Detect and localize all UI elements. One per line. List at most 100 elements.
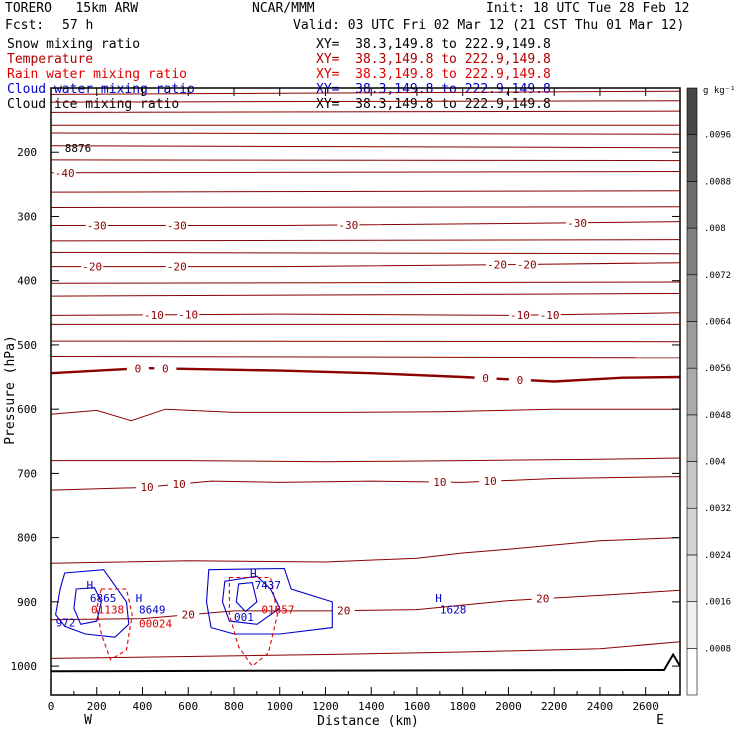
contour-label: 20 <box>182 609 195 622</box>
contour-label-bg <box>177 608 200 620</box>
contour-label-bg <box>428 476 451 488</box>
colorbar-unit: g kg⁻¹ <box>703 86 736 96</box>
extremum-label: 01138 <box>91 603 124 616</box>
extremum-label: 01657 <box>261 603 294 616</box>
center-name: NCAR/MMM <box>252 1 315 16</box>
contour-label-bg <box>337 218 360 230</box>
contour-label-bg <box>126 362 149 374</box>
temperature-contour <box>50 312 681 316</box>
x-tick-label: 2200 <box>541 700 568 713</box>
contour-label-bg <box>53 166 76 178</box>
x-axis: 0 200 400 600 800 1000 1200 1400 1600 1800 2000 220… <box>48 88 670 713</box>
contour-label: 0 <box>482 372 489 385</box>
temperature-contour <box>50 589 681 621</box>
colorbar-bin <box>686 507 698 556</box>
contour-label-bg <box>136 481 159 493</box>
extremum-label: 6865 <box>90 592 117 605</box>
colorbar-bin <box>686 87 698 135</box>
contour-label-bg <box>508 373 531 385</box>
temperature-contour <box>50 206 681 208</box>
contour-label: 10 <box>433 476 446 489</box>
hydrometeor-contour <box>221 575 281 625</box>
contour-label-bg <box>474 372 497 384</box>
x-tick-label: 1000 <box>266 700 293 713</box>
y-tick-label: 900 <box>17 596 37 609</box>
contour-label-bg <box>165 219 188 231</box>
contour-label: -40 <box>55 167 75 180</box>
x-tick-label: 800 <box>224 700 244 713</box>
contour-label: -20 <box>517 258 537 271</box>
colorbar-bin <box>686 367 698 416</box>
temperature-contour <box>50 356 681 359</box>
temperature-contour <box>50 132 681 135</box>
extremum-label: H <box>86 579 93 592</box>
temperature-contour <box>50 90 681 95</box>
colorbar-bin <box>686 648 698 696</box>
contour-label: -20 <box>82 261 102 274</box>
forecast-label: Fcst: <box>5 18 45 33</box>
temperature-contour <box>50 100 681 103</box>
y-tick-label: 300 <box>17 210 37 223</box>
init-time: Init: 18 UTC Tue 28 Feb 12 <box>486 1 690 16</box>
x-tick-label: 1200 <box>312 700 339 713</box>
contour-label: -30 <box>87 219 107 232</box>
colorbar-bin <box>686 274 698 322</box>
temperature-contour <box>50 190 681 193</box>
contour-label: -10 <box>144 309 164 322</box>
colorbar-tick-label: .0096 <box>704 131 731 141</box>
colorbar-bin <box>686 461 698 509</box>
extremum-label: 8876 <box>65 142 92 155</box>
contour-label-bg <box>85 219 108 231</box>
extremum-label: 972 <box>56 616 76 629</box>
model-name: TORERO 15km ARW <box>5 1 139 16</box>
extremum-label: H <box>136 592 143 605</box>
extremum-label: H <box>435 592 442 605</box>
contour-label-bg <box>538 308 561 320</box>
temperature-contours: -40 -30 -30 -30 -30 -20 -20 -20 -20 -10 -10 -10 -10 0… <box>50 90 681 659</box>
x-end-label-west: W <box>84 713 92 728</box>
x-tick-label: 2600 <box>632 700 659 713</box>
field-xy-temperature: XY= 38.3,149.8 to 222.9,149.8 <box>316 52 551 67</box>
extremum-label: 8649 <box>139 603 166 616</box>
contour-label-bg <box>486 258 509 270</box>
contour-label: 20 <box>337 605 350 618</box>
hydrometeor-contour <box>96 588 133 661</box>
field-xy-rain: XY= 38.3,149.8 to 222.9,149.8 <box>316 67 551 82</box>
x-axis-title: Distance (km) <box>317 714 419 729</box>
contour-label-bg <box>168 478 191 490</box>
colorbar-bin <box>686 601 698 649</box>
y-tick-label: 700 <box>17 467 37 480</box>
contour-label-bg <box>154 362 177 374</box>
colorbar-bin <box>686 134 698 182</box>
contour-label: 10 <box>140 481 153 494</box>
temperature-contour <box>50 281 681 284</box>
temperature-contour <box>50 537 681 564</box>
contour-label-bg <box>515 258 538 270</box>
y-tick-label: 200 <box>17 146 37 159</box>
contour-label-bg <box>142 308 165 320</box>
field-name-rain: Rain water mixing ratio <box>7 67 188 82</box>
hydrometeor-contour <box>55 569 130 638</box>
colorbar-tick-label: .0056 <box>704 364 731 374</box>
extremum-label: 7437 <box>255 579 281 592</box>
colorbar-tick-label: .0088 <box>704 177 731 187</box>
contour-label: -30 <box>338 219 358 232</box>
contour-label: -10 <box>540 309 560 322</box>
temperature-contour <box>50 159 681 162</box>
colorbar-tick-label: .008 <box>704 224 726 234</box>
temperature-contour <box>50 145 681 149</box>
y-tick-label: 600 <box>17 403 37 416</box>
hydrometeor-contours <box>50 567 681 673</box>
contour-label: -10 <box>178 309 198 322</box>
colorbar-bin <box>686 321 698 369</box>
temperature-contour <box>50 171 681 174</box>
hydrometeor-contour <box>205 567 333 635</box>
x-tick-label: 0 <box>48 700 55 713</box>
contour-label-bg <box>332 604 355 616</box>
temperature-contour <box>50 340 681 343</box>
colorbar-tick-label: .0024 <box>704 551 731 561</box>
temperature-contour <box>50 110 681 113</box>
y-tick-label: 500 <box>17 339 37 352</box>
